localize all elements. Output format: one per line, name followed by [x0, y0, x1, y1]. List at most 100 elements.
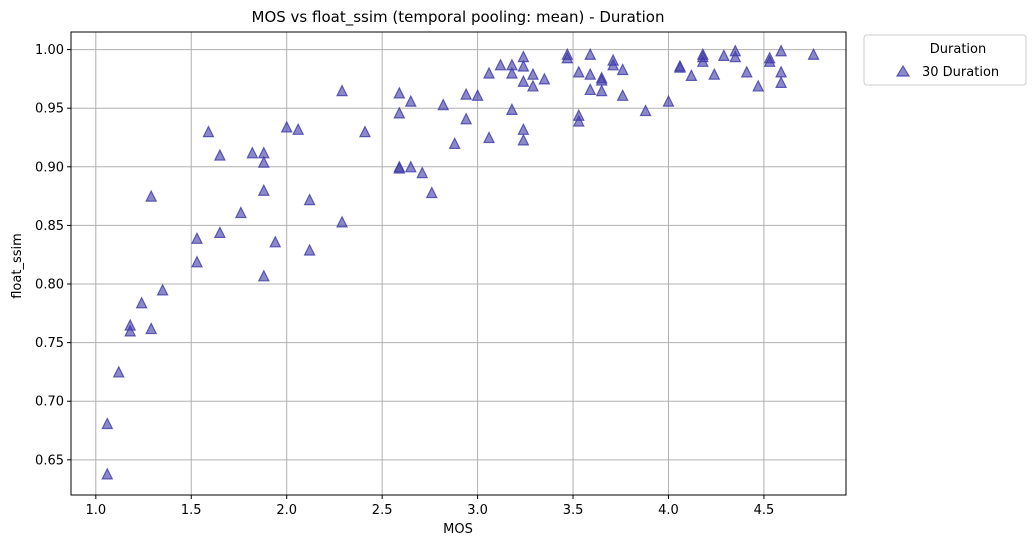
data-point — [124, 324, 137, 337]
data-point — [191, 255, 203, 268]
x-tick-label: 3.0 — [467, 503, 488, 518]
legend-title: Duration — [930, 42, 986, 57]
data-point — [448, 137, 461, 149]
data-point — [696, 54, 709, 67]
data-point — [505, 66, 518, 79]
x-tick-label: 4.5 — [754, 503, 775, 518]
data-point — [517, 133, 530, 146]
data-point — [607, 58, 620, 71]
data-point — [112, 365, 125, 378]
data-point — [572, 114, 585, 127]
x-tick-label: 2.0 — [276, 503, 297, 518]
data-point — [101, 417, 114, 430]
legend-label-series-1: 30 Duration — [922, 65, 999, 80]
data-point — [494, 58, 507, 71]
data-point — [213, 226, 226, 239]
data-point — [145, 189, 158, 202]
data-point — [729, 50, 742, 63]
y-axis-label: float_ssim — [10, 233, 25, 299]
data-point — [437, 98, 450, 111]
data-point — [483, 131, 496, 144]
x-tick-label: 4.0 — [658, 503, 679, 518]
data-point — [246, 146, 259, 159]
data-point — [404, 160, 417, 173]
data-point — [336, 215, 349, 228]
data-point — [257, 155, 270, 168]
data-point — [213, 148, 226, 161]
data-point — [708, 67, 721, 80]
data-point — [234, 206, 247, 219]
data-point — [202, 125, 215, 138]
x-tick-label: 1.0 — [85, 503, 106, 518]
data-points — [101, 44, 820, 480]
data-point — [775, 65, 788, 78]
grid-lines — [71, 32, 846, 495]
data-point — [135, 296, 148, 309]
data-point — [775, 44, 788, 57]
y-tick-label: 1.00 — [35, 43, 64, 58]
data-point — [336, 84, 349, 97]
data-point — [292, 122, 305, 135]
chart-title: MOS vs float_ssim (temporal pooling: mea… — [252, 8, 665, 27]
data-point — [280, 120, 293, 133]
data-point — [685, 69, 698, 81]
data-point — [807, 47, 820, 60]
data-point — [616, 63, 629, 76]
y-tick-label: 0.80 — [35, 278, 64, 293]
data-point — [393, 86, 406, 99]
data-point — [740, 65, 753, 78]
data-point — [584, 47, 597, 60]
data-point — [517, 122, 530, 135]
data-point — [517, 59, 530, 72]
data-point — [584, 67, 597, 80]
data-point — [257, 269, 270, 282]
data-point — [752, 79, 765, 92]
data-point — [269, 235, 282, 248]
data-point — [717, 49, 730, 62]
data-point — [425, 186, 438, 199]
data-point — [526, 67, 539, 80]
x-tick-label: 3.5 — [563, 503, 584, 518]
data-point — [145, 322, 158, 335]
y-tick-label: 0.65 — [35, 453, 64, 468]
y-tick-label: 0.90 — [35, 160, 64, 175]
data-point — [191, 231, 203, 244]
data-point — [483, 66, 496, 79]
x-axis-label: MOS — [443, 522, 473, 537]
data-point — [561, 51, 574, 64]
y-tick-label: 0.85 — [35, 219, 64, 234]
data-point — [763, 54, 776, 67]
y-tick-label: 0.75 — [35, 336, 64, 351]
data-point — [517, 74, 530, 87]
data-point — [572, 65, 585, 78]
data-point — [393, 161, 406, 174]
data-point — [393, 106, 406, 119]
data-point — [639, 104, 652, 117]
data-point — [616, 88, 629, 101]
y-axis-ticks: 0.65 0.70 0.75 0.80 0.85 0.90 0.95 1.00 — [35, 43, 71, 468]
data-point — [584, 83, 597, 96]
data-point — [471, 88, 484, 101]
data-point — [662, 94, 675, 107]
data-point — [101, 467, 114, 480]
y-tick-label: 0.70 — [35, 395, 64, 410]
data-point — [404, 94, 417, 107]
x-axis-ticks: 1.0 1.5 2.0 2.5 3.0 3.5 4.0 4.5 — [85, 495, 774, 518]
x-tick-label: 1.5 — [181, 503, 202, 518]
data-point — [460, 87, 473, 100]
data-point — [673, 60, 686, 73]
data-point — [775, 76, 788, 89]
y-tick-label: 0.95 — [35, 102, 64, 117]
data-point — [460, 112, 473, 125]
legend: Duration 30 Duration — [863, 34, 1027, 86]
data-point — [303, 193, 316, 206]
data-point — [505, 103, 518, 115]
data-point — [156, 283, 169, 296]
x-tick-label: 2.5 — [372, 503, 393, 518]
data-point — [538, 72, 551, 85]
legend-marker-triangle-icon — [895, 64, 911, 77]
data-point — [595, 84, 608, 97]
plot-frame — [70, 31, 847, 496]
data-point — [257, 183, 270, 196]
